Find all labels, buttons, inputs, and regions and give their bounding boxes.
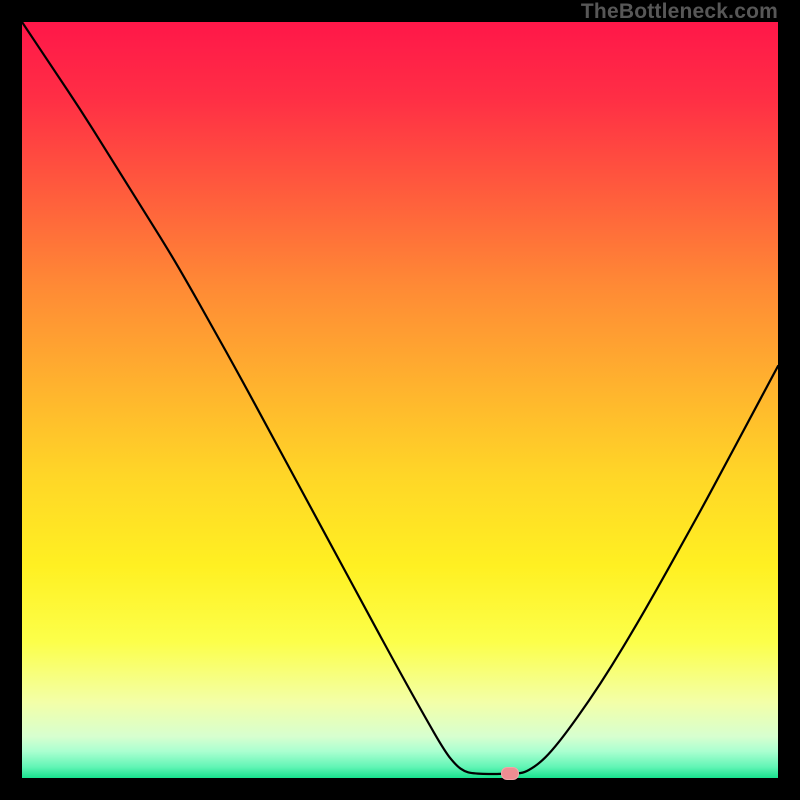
- bottleneck-curve: [22, 22, 778, 778]
- watermark-text: TheBottleneck.com: [581, 0, 778, 24]
- optimum-marker: [501, 767, 519, 779]
- plot-area: [22, 22, 778, 778]
- chart-container: TheBottleneck.com: [0, 0, 800, 800]
